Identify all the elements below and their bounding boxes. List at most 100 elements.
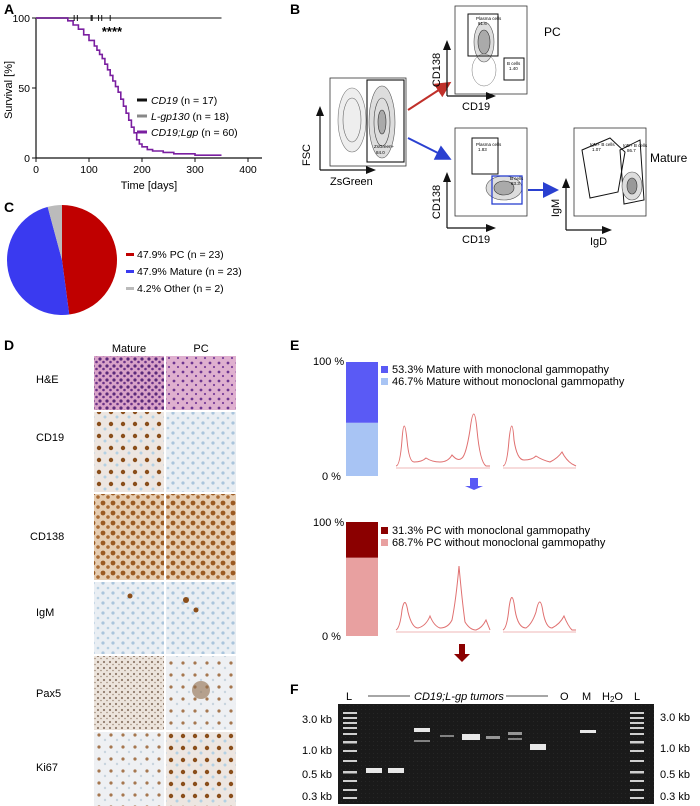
gate-zs-label: ZsGreen+ — [374, 144, 395, 149]
panel-label-e: E — [290, 337, 299, 353]
size-left-3kb: 3.0 kb — [302, 714, 332, 726]
mature-cd138-cd19-plot: Plasma cells 1.83 B cells 83.3 CD138 CD1… — [431, 127, 528, 246]
ladder-left — [343, 712, 357, 799]
legend-swatch-mature-without — [381, 378, 388, 385]
b-gate-label-top: B cells — [507, 61, 521, 66]
x-axis-label: Time [days] — [121, 180, 177, 192]
legend-label-cd19: CD19 (n = 17) — [151, 95, 217, 107]
igm-axis-label: IgM — [550, 199, 562, 217]
legend: CD19 (n = 17) L-gp130 (n = 18) CD19;Lgp … — [137, 95, 238, 139]
legend-swatch-other — [126, 287, 134, 290]
electrophoresis-trace-mature-2 — [502, 425, 577, 469]
arrow-to-pc — [407, 81, 452, 111]
fsc-label: FSC — [301, 144, 313, 166]
image-cd19-pc — [166, 412, 236, 492]
lane-label-l-left: L — [346, 691, 352, 703]
stacked-bar-mature-with — [346, 362, 378, 423]
e-bottom-y0: 0 % — [322, 631, 341, 643]
band-lane-8 — [530, 744, 546, 750]
lane-label-o: O — [560, 691, 569, 703]
b-gate-value-bottom: 83.3 — [511, 181, 520, 186]
y-tick-label: 0 — [24, 153, 30, 165]
size-right-1kb: 1.0 kb — [660, 743, 690, 755]
igm-igd-plot: IgM+ B cells 1.07 IgD+ B cells 86.7 IgM … — [550, 127, 688, 248]
legend-pc-without: 68.7% PC without monoclonal gammopathy — [392, 537, 606, 549]
igm-gate-value: 1.07 — [592, 147, 601, 152]
size-right-03kb: 0.3 kb — [660, 791, 690, 803]
e-bottom-y100: 100 % — [313, 517, 344, 529]
ladder-right — [630, 712, 644, 799]
row-label-cd19: CD19 — [36, 432, 64, 444]
x-tick-label: 400 — [239, 164, 257, 176]
image-igm-pc — [166, 582, 236, 654]
pie-legend: 47.9% PC (n = 23) 47.9% Mature (n = 23) … — [126, 249, 242, 295]
band-lane-2 — [388, 768, 404, 773]
y-axis-label: Survival [%] — [3, 61, 15, 119]
size-right-05kb: 0.5 kb — [660, 769, 690, 781]
image-ki67-pc — [166, 732, 236, 806]
x-tick-label: 300 — [186, 164, 204, 176]
survival-series-line — [36, 17, 222, 156]
pie-slice — [62, 205, 118, 315]
cd138-label-bottom: CD138 — [431, 185, 443, 219]
cd138-label-top: CD138 — [431, 53, 443, 87]
lane-label-l-right: L — [634, 691, 640, 703]
legend-swatch-pc — [126, 253, 134, 256]
electrophoresis-trace-pc-1 — [395, 565, 491, 633]
pie-chart — [6, 205, 118, 315]
legend-mature-with: 53.3% Mature with monoclonal gammopathy — [392, 364, 610, 376]
b-gate-label-bottom: B cells — [510, 176, 524, 181]
b-gate-value-top: 1.40 — [509, 66, 518, 71]
x-tick-label: 0 — [33, 164, 39, 176]
plasma-gate-label-bottom: Plasma cells — [476, 142, 502, 147]
e-top-y0: 0 % — [322, 471, 341, 483]
igd-gate-label: IgD+ B cells — [623, 143, 648, 148]
arrow-up-blue — [465, 478, 483, 490]
legend-label-cd19lgp: CD19;Lgp (n = 60) — [151, 127, 238, 139]
x-tick-label: 100 — [80, 164, 98, 176]
gate-zs-value: 84.0 — [376, 150, 385, 155]
panel-label-f: F — [290, 681, 299, 697]
stacked-bar-pc-with — [346, 522, 378, 558]
arrow-to-mature — [407, 137, 452, 160]
igm-gate-label: IgM+ B cells — [590, 142, 615, 147]
cd19-label-bottom: CD19 — [462, 234, 490, 246]
cd19-label-top: CD19 — [462, 101, 490, 113]
zsgreen-label: ZsGreen — [330, 176, 373, 188]
pc-cd138-cd19-plot: Plasma cells 81.6 B cells 1.40 CD138 CD1… — [431, 5, 561, 113]
igd-gate-value: 86.7 — [627, 148, 636, 153]
x-tick-label: 200 — [133, 164, 151, 176]
arrow-up-darkred — [454, 644, 470, 662]
band-lane-5 — [462, 734, 480, 740]
plasma-gate-value-bottom: 1.83 — [478, 147, 487, 152]
column-label-pc: PC — [193, 343, 208, 355]
row-label-cd138: CD138 — [30, 531, 64, 543]
electrophoresis-trace-pc-2 — [502, 597, 576, 633]
b-cell-gate — [491, 175, 523, 205]
size-left-05kb: 0.5 kb — [302, 769, 332, 781]
image-he-mature — [94, 356, 164, 410]
size-left-1kb: 1.0 kb — [302, 745, 332, 757]
image-igm-mature — [94, 582, 164, 654]
image-cd138-mature — [94, 494, 164, 580]
panel-label-a: A — [4, 1, 14, 17]
lane-label-m: M — [582, 691, 591, 703]
legend-label-pc: 47.9% PC (n = 23) — [137, 249, 224, 261]
row-label-igm: IgM — [36, 607, 54, 619]
mature-label: Mature — [650, 151, 688, 165]
lane-label-h2o: H2O — [602, 691, 623, 704]
legend-mature-without: 46.7% Mature without monoclonal gammopat… — [392, 376, 625, 388]
legend-swatch-pc-with — [381, 527, 388, 534]
igd-axis-label: IgD — [590, 236, 607, 248]
band-lane-1 — [366, 768, 382, 773]
stacked-bar-mature-without — [346, 422, 378, 476]
pie-slice — [47, 205, 62, 260]
image-pax5-mature — [94, 656, 164, 730]
image-ki67-mature — [94, 732, 164, 806]
sample-bands — [366, 728, 596, 773]
y-tick-label: 100 — [12, 13, 30, 25]
legend-label-other: 4.2% Other (n = 2) — [137, 283, 224, 295]
image-he-pc — [166, 356, 236, 410]
legend-swatch-mature — [126, 270, 134, 273]
